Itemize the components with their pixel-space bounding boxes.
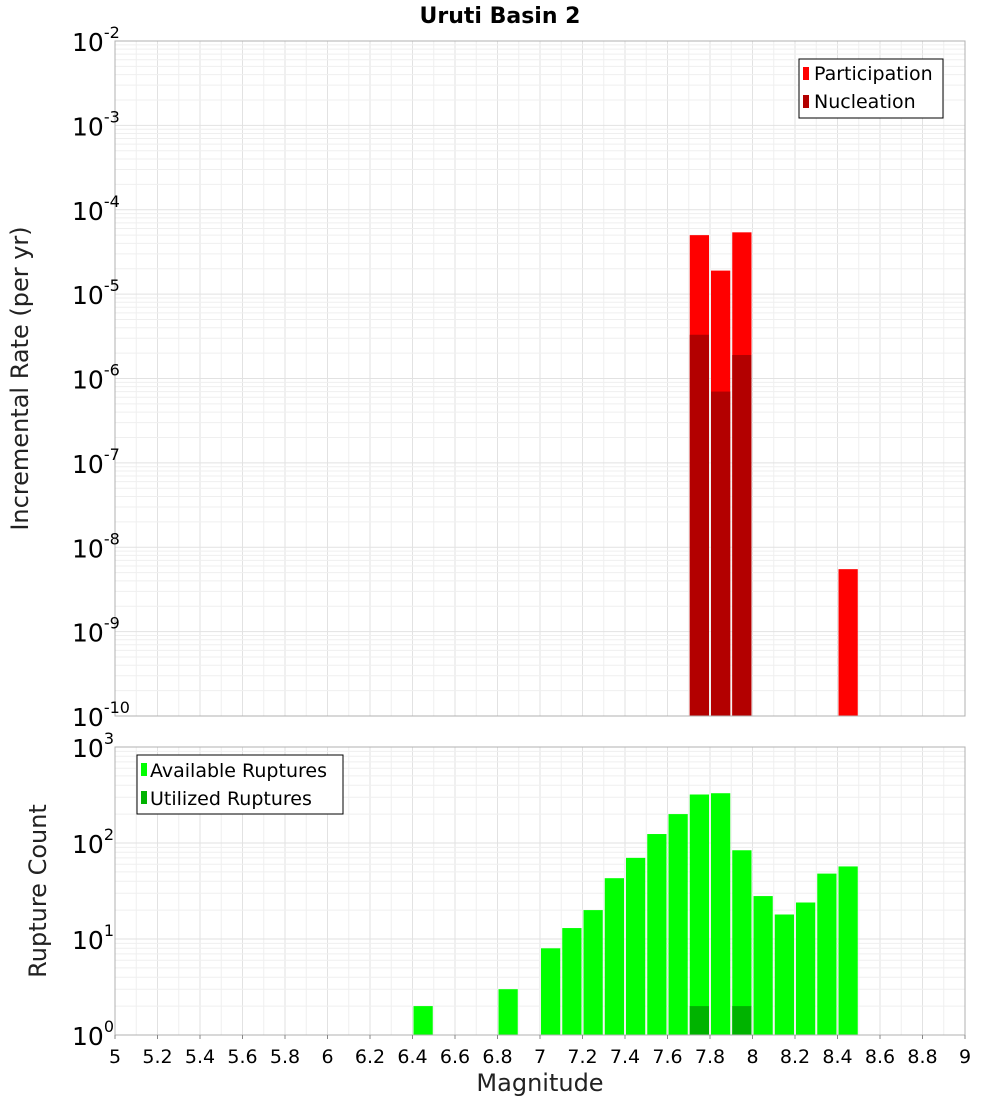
x-tick-label: 5 xyxy=(109,1046,121,1068)
x-tick-label: 5.2 xyxy=(142,1046,172,1068)
x-tick-label: 8 xyxy=(746,1046,758,1068)
x-tick-label: 8.6 xyxy=(865,1046,895,1068)
y-tick-label: 10-7 xyxy=(72,445,120,479)
x-tick-label: 5.8 xyxy=(270,1046,300,1068)
legend-swatch-utilized xyxy=(141,791,147,804)
bar-utilized-ruptures xyxy=(689,1006,709,1035)
bar-available-ruptures xyxy=(647,834,667,1035)
incremental-rate-panel: 10-10 10-9 10-8 10-7 10-6 10-5 10-4 10-3 10-2 In… xyxy=(6,23,966,732)
bottom-y-axis-label: Rupture Count xyxy=(24,804,52,978)
x-axis-label: Magnitude xyxy=(476,1069,603,1097)
bottom-grid xyxy=(114,747,966,1036)
x-tick-label: 6 xyxy=(321,1046,333,1068)
x-tick-label: 7.8 xyxy=(695,1046,725,1068)
x-tick-label: 7.6 xyxy=(652,1046,682,1068)
x-tick-label: 6.6 xyxy=(440,1046,470,1068)
chart-title: Uruti Basin 2 xyxy=(420,4,581,29)
bottom-bars xyxy=(413,793,858,1035)
legend-label-nucleation: Nucleation xyxy=(814,91,916,113)
top-y-ticks: 10-10 10-9 10-8 10-7 10-6 10-5 10-4 10-3 10-2 xyxy=(72,23,130,732)
bar-available-ruptures xyxy=(753,896,773,1035)
bar-available-ruptures xyxy=(541,948,561,1035)
y-tick-label: 100 xyxy=(72,1017,114,1051)
rupture-count-panel: 100 101 102 103 5 5.2 5.4 5.6 5.8 6 6.2 6.4 6.6 6.8 7… xyxy=(24,729,971,1097)
x-tick-label: 7.4 xyxy=(610,1046,640,1068)
x-tick-label: 5.4 xyxy=(185,1046,215,1068)
bar-available-ruptures xyxy=(604,878,624,1035)
legend-label-utilized: Utilized Ruptures xyxy=(150,788,312,810)
bar-available-ruptures xyxy=(796,902,816,1035)
x-tick-label: 6.8 xyxy=(482,1046,512,1068)
top-legend-box xyxy=(798,58,944,119)
legend-swatch-nucleation xyxy=(803,95,809,108)
y-tick-label: 10-10 xyxy=(72,698,130,732)
bar-available-ruptures xyxy=(774,914,794,1035)
y-tick-label: 10-4 xyxy=(72,192,120,226)
bar-available-ruptures xyxy=(838,866,858,1035)
x-tick-label: 8.8 xyxy=(907,1046,937,1068)
legend-swatch-available xyxy=(141,763,147,776)
bar-nucleation xyxy=(732,354,752,716)
bar-nucleation xyxy=(689,334,709,716)
bar-nucleation xyxy=(711,391,731,716)
x-tick-label: 6.4 xyxy=(397,1046,427,1068)
bottom-legend-box xyxy=(136,754,344,815)
bar-available-ruptures xyxy=(626,857,646,1035)
legend-label-participation: Participation xyxy=(814,63,933,85)
top-plot-frame xyxy=(114,40,966,717)
legend-label-available: Available Ruptures xyxy=(150,760,327,782)
y-tick-label: 10-9 xyxy=(72,614,120,648)
bar-participation xyxy=(838,569,858,716)
bar-available-ruptures xyxy=(413,1006,433,1035)
x-tick-label: 9 xyxy=(959,1046,971,1068)
bottom-y-ticks: 100 101 102 103 xyxy=(72,729,114,1051)
top-bars xyxy=(689,232,858,716)
bar-available-ruptures xyxy=(668,814,688,1035)
y-tick-label: 10-6 xyxy=(72,361,120,395)
top-grid xyxy=(114,41,966,717)
y-tick-label: 103 xyxy=(72,729,114,763)
bar-utilized-ruptures xyxy=(732,1006,752,1035)
x-tick-label: 8.2 xyxy=(780,1046,810,1068)
bar-available-ruptures xyxy=(732,850,752,1035)
top-legend: Participation Nucleation xyxy=(798,58,944,119)
x-tick-label: 5.6 xyxy=(227,1046,257,1068)
x-tick-label: 8.4 xyxy=(822,1046,852,1068)
bar-available-ruptures xyxy=(583,910,603,1035)
bar-available-ruptures xyxy=(562,928,582,1035)
x-tick-label: 7 xyxy=(534,1046,546,1068)
y-tick-label: 102 xyxy=(72,825,114,859)
bar-available-ruptures xyxy=(817,873,837,1035)
bar-available-ruptures xyxy=(711,793,731,1035)
x-ticks: 5 5.2 5.4 5.6 5.8 6 6.2 6.4 6.6 6.8 7 7.2 7.4 7.6 7.8 8… xyxy=(109,1035,971,1068)
x-tick-label: 6.2 xyxy=(355,1046,385,1068)
y-tick-label: 10-8 xyxy=(72,529,120,563)
y-tick-label: 10-3 xyxy=(72,107,120,141)
x-tick-label: 7.2 xyxy=(567,1046,597,1068)
y-tick-label: 10-5 xyxy=(72,276,120,310)
bar-available-ruptures xyxy=(498,989,518,1035)
legend-swatch-participation xyxy=(803,67,809,80)
y-tick-label: 101 xyxy=(72,921,114,955)
y-tick-label: 10-2 xyxy=(72,23,120,57)
bar-available-ruptures xyxy=(689,794,709,1035)
bottom-legend: Available Ruptures Utilized Ruptures xyxy=(136,754,344,815)
top-y-axis-label: Incremental Rate (per yr) xyxy=(6,226,34,530)
